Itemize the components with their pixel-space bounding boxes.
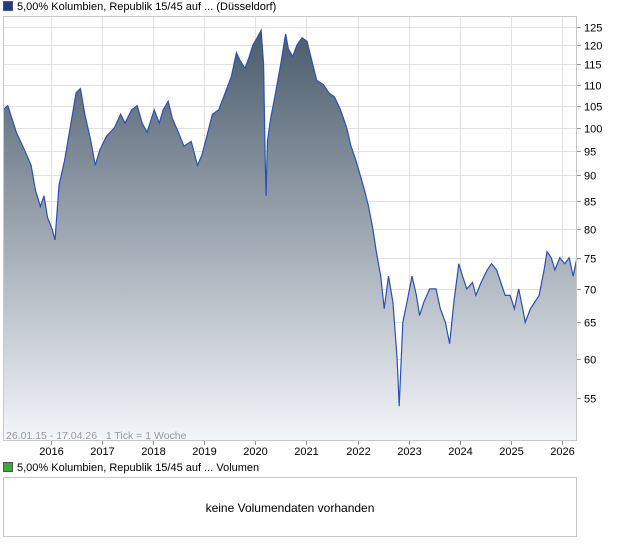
y-tick-label: 105: [584, 102, 602, 114]
y-tick-label: 110: [584, 81, 602, 93]
no-volume-message: keine Volumendaten vorhanden: [205, 501, 375, 515]
x-tick-label: 2020: [243, 446, 267, 458]
y-axis: 55 60 65 70 75 80 85 90 95 100 105 110 115 120 125: [577, 23, 602, 406]
x-tick-label: 2025: [499, 446, 523, 458]
y-tick-label: 55: [584, 394, 596, 406]
y-tick-label: 65: [584, 318, 596, 330]
chart-annotation: 26.01.15 - 17.04.26 1 Tick = 1 Woche: [6, 430, 187, 442]
x-tick-label: 2022: [346, 446, 370, 458]
y-tick-label: 120: [584, 41, 602, 53]
y-tick-label: 115: [584, 60, 602, 72]
price-legend: 5,00% Kolumbien, Republik 15/45 auf ... …: [3, 1, 276, 14]
y-tick-label: 80: [584, 225, 596, 237]
x-tick-label: 2023: [397, 446, 421, 458]
x-tick-label: 2016: [39, 446, 63, 458]
y-tick-label: 125: [584, 23, 602, 35]
volume-legend-label: 5,00% Kolumbien, Republik 15/45 auf ... …: [17, 462, 260, 474]
x-axis: 2016 2017 2018 2019 2020 2021 2022 2023 2024 2025…: [39, 441, 575, 458]
price-chart: 55 60 65 70 75 80 85 90 95 100 105 110 115 120 125 201…: [2, 16, 602, 458]
price-area: [3, 30, 577, 442]
x-tick-label: 2021: [294, 446, 318, 458]
y-tick-label: 60: [584, 355, 596, 367]
y-tick-label: 95: [584, 147, 596, 159]
volume-legend: 5,00% Kolumbien, Republik 15/45 auf ... …: [3, 462, 259, 475]
price-legend-swatch: [3, 1, 13, 11]
volume-legend-swatch: [3, 462, 13, 472]
price-legend-label: 5,00% Kolumbien, Republik 15/45 auf ... …: [17, 1, 277, 13]
x-tick-label: 2019: [192, 446, 216, 458]
y-tick-label: 85: [584, 197, 596, 209]
volume-panel: keine Volumendaten vorhanden: [3, 477, 577, 537]
y-tick-label: 90: [584, 171, 596, 183]
y-tick-label: 75: [584, 254, 596, 266]
plot-frame: [3, 16, 577, 441]
y-tick-label: 70: [584, 285, 596, 297]
x-tick-label: 2017: [90, 446, 114, 458]
x-tick-label: 2026: [550, 446, 574, 458]
x-tick-label: 2024: [448, 446, 472, 458]
y-tick-label: 100: [584, 124, 602, 136]
price-line: [2, 28, 578, 407]
x-tick-label: 2018: [141, 446, 165, 458]
